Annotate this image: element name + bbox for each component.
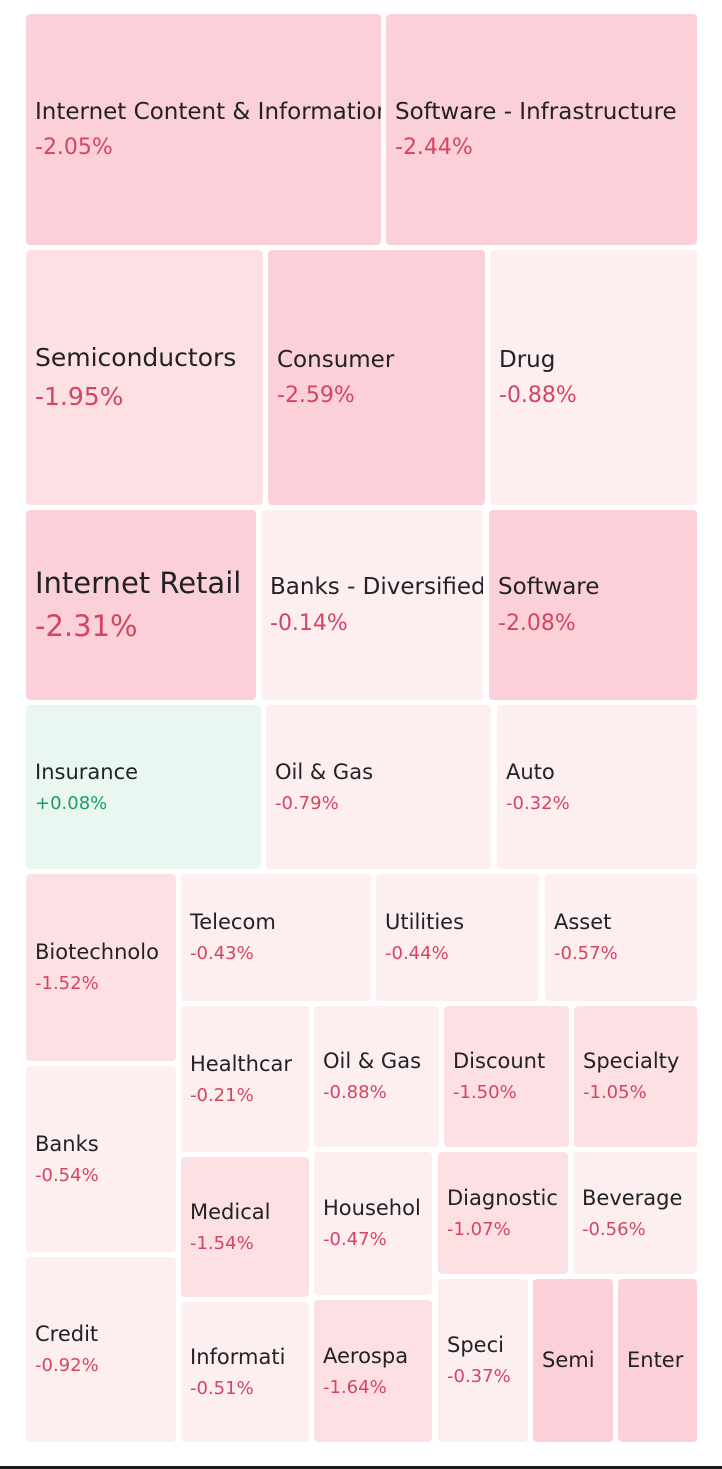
tile-change: -0.88% bbox=[323, 1082, 387, 1104]
tile-label: Drug bbox=[499, 346, 556, 373]
tile-label: Telecom bbox=[190, 910, 276, 935]
tile-label: Utilities bbox=[385, 910, 465, 935]
treemap-tile[interactable]: Specialty -1.05% bbox=[574, 1006, 697, 1147]
treemap-tile[interactable]: Aerospa -1.64% bbox=[314, 1300, 432, 1442]
tile-change: -0.44% bbox=[385, 943, 449, 965]
tile-label: Banks - Diversified bbox=[270, 574, 483, 601]
tile-label: Consumer bbox=[277, 346, 395, 373]
tile-change: -2.59% bbox=[277, 383, 355, 409]
treemap-tile[interactable]: Semiconductors -1.95% bbox=[26, 250, 263, 505]
tile-change: -0.88% bbox=[499, 383, 577, 409]
tile-change: -1.50% bbox=[453, 1082, 517, 1104]
tile-label: Semiconductors bbox=[35, 342, 237, 372]
treemap-tile[interactable]: Healthcar -0.21% bbox=[181, 1006, 309, 1152]
treemap-tile[interactable]: Banks - Diversified -0.14% bbox=[261, 510, 483, 700]
treemap-tile[interactable]: Beverage -0.56% bbox=[573, 1152, 697, 1274]
tile-change: -1.52% bbox=[35, 973, 99, 995]
tile-label: Auto bbox=[506, 759, 555, 784]
treemap-tile[interactable]: Software -2.08% bbox=[489, 510, 697, 700]
treemap-tile[interactable]: Informati -0.51% bbox=[181, 1302, 309, 1442]
tile-label: Insurance bbox=[35, 759, 139, 784]
tile-change: -1.64% bbox=[323, 1376, 387, 1398]
tile-change: -0.21% bbox=[190, 1084, 254, 1106]
treemap-tile[interactable]: Internet Content & Information -2.05% bbox=[26, 14, 381, 245]
tile-change: -2.05% bbox=[35, 135, 113, 161]
tile-label: Healthcar bbox=[190, 1051, 293, 1076]
treemap-tile[interactable]: Utilities -0.44% bbox=[376, 874, 539, 1001]
tile-change: -0.51% bbox=[190, 1377, 254, 1399]
tile-label: Enter bbox=[627, 1348, 684, 1373]
treemap-tile[interactable]: Discount -1.50% bbox=[444, 1006, 569, 1147]
tile-change: -1.07% bbox=[447, 1218, 511, 1240]
treemap-tile[interactable]: Oil & Gas -0.79% bbox=[266, 705, 491, 869]
tile-change: -0.79% bbox=[275, 792, 339, 814]
tile-change: -2.31% bbox=[35, 609, 138, 643]
tile-change: -2.08% bbox=[498, 610, 576, 636]
tile-label: Banks bbox=[35, 1131, 99, 1156]
tile-change: -0.14% bbox=[270, 610, 348, 636]
tile-label: Asset bbox=[554, 910, 612, 935]
tile-label: Househol bbox=[323, 1196, 421, 1221]
tile-label: Specialty bbox=[583, 1049, 680, 1074]
treemap-tile[interactable]: Biotechnolo -1.52% bbox=[26, 874, 176, 1061]
treemap-tile[interactable]: Speci -0.37% bbox=[438, 1279, 528, 1442]
treemap-tile[interactable]: Telecom -0.43% bbox=[181, 874, 371, 1001]
tile-change: -0.47% bbox=[323, 1229, 387, 1251]
tile-change: -1.54% bbox=[190, 1232, 254, 1254]
tile-change: -0.32% bbox=[506, 792, 570, 814]
treemap-tile[interactable]: Househol -0.47% bbox=[314, 1152, 432, 1295]
tile-change: +0.08% bbox=[35, 792, 108, 814]
tile-label: Credit bbox=[35, 1322, 99, 1347]
tile-label: Informati bbox=[190, 1344, 286, 1369]
treemap-tile[interactable]: Oil & Gas -0.88% bbox=[314, 1006, 439, 1147]
treemap-tile[interactable]: Software - Infrastructure -2.44% bbox=[386, 14, 697, 245]
tile-change: -0.56% bbox=[582, 1218, 646, 1240]
tile-label: Biotechnolo bbox=[35, 940, 159, 965]
treemap-tile[interactable]: Consumer -2.59% bbox=[268, 250, 485, 505]
treemap-tile[interactable]: Insurance +0.08% bbox=[26, 705, 261, 869]
tile-label: Aerospa bbox=[323, 1343, 409, 1368]
tile-change: -0.37% bbox=[447, 1366, 511, 1388]
tile-label: Speci bbox=[447, 1333, 504, 1358]
tile-label: Semi bbox=[542, 1348, 595, 1373]
tile-label: Internet Retail bbox=[35, 565, 242, 600]
tile-label: Oil & Gas bbox=[323, 1049, 422, 1074]
treemap-tile[interactable]: Banks -0.54% bbox=[26, 1066, 176, 1252]
treemap-tile[interactable]: Enter bbox=[618, 1279, 697, 1442]
tile-change: -0.54% bbox=[35, 1164, 99, 1186]
tile-label: Software bbox=[498, 574, 600, 601]
treemap-tile[interactable]: Medical -1.54% bbox=[181, 1157, 309, 1297]
treemap-tile[interactable]: Credit -0.92% bbox=[26, 1257, 176, 1442]
treemap-tile[interactable]: Auto -0.32% bbox=[497, 705, 697, 869]
tile-change: -0.92% bbox=[35, 1355, 99, 1377]
tile-change: -0.43% bbox=[190, 943, 254, 965]
tile-label: Beverage bbox=[582, 1185, 683, 1210]
tile-label: Oil & Gas bbox=[275, 759, 374, 784]
tile-label: Internet Content & Information bbox=[35, 98, 381, 125]
tile-label: Diagnostic bbox=[447, 1185, 558, 1210]
tile-label: Software - Infrastructure bbox=[395, 98, 677, 125]
bottom-divider bbox=[0, 1466, 722, 1469]
tile-change: -1.95% bbox=[35, 381, 124, 411]
tile-change: -1.05% bbox=[583, 1082, 647, 1104]
tile-label: Medical bbox=[190, 1199, 271, 1224]
tile-label: Discount bbox=[453, 1049, 546, 1074]
tile-change: -2.44% bbox=[395, 135, 473, 161]
treemap-tile[interactable]: Asset -0.57% bbox=[545, 874, 697, 1001]
treemap-tile[interactable]: Semi bbox=[533, 1279, 613, 1442]
treemap-tile[interactable]: Drug -0.88% bbox=[490, 250, 697, 505]
tile-change: -0.57% bbox=[554, 943, 618, 965]
treemap-tile[interactable]: Internet Retail -2.31% bbox=[26, 510, 256, 700]
treemap-tile[interactable]: Diagnostic -1.07% bbox=[438, 1152, 568, 1274]
